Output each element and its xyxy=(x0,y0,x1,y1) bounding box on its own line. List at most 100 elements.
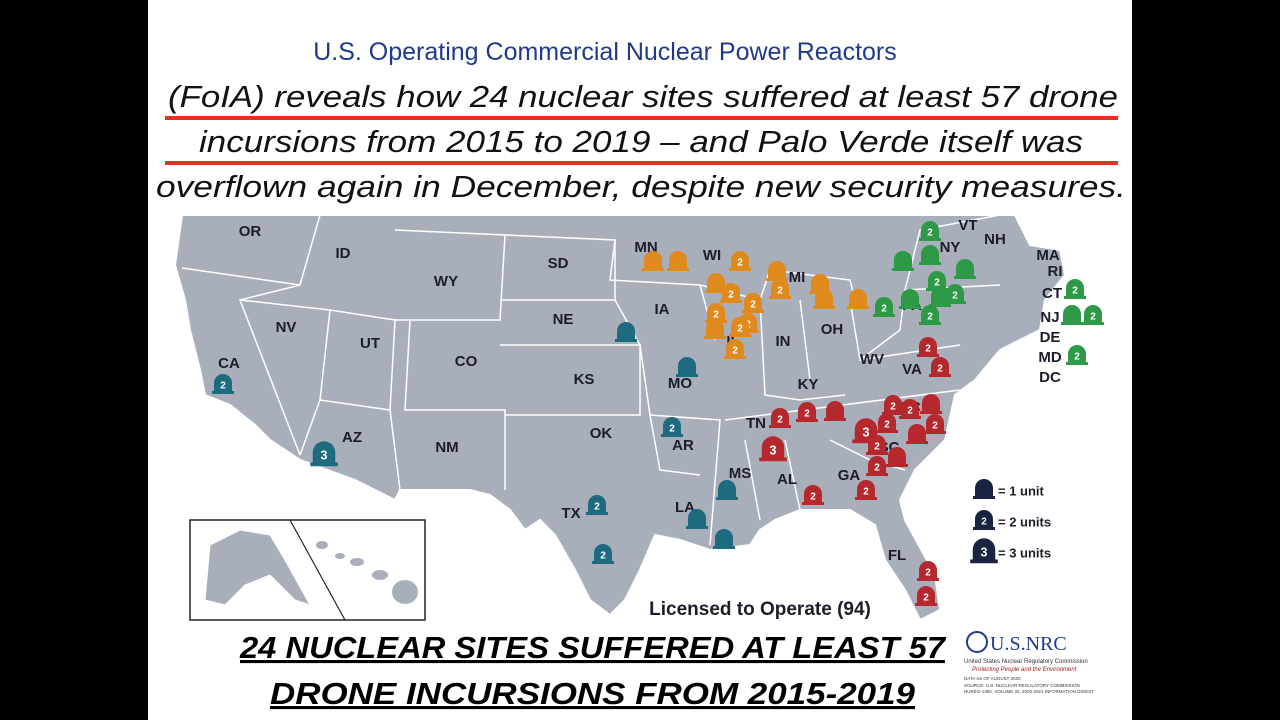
marker-units: 2 xyxy=(925,344,931,355)
marker-dome xyxy=(718,480,736,497)
logo-mark xyxy=(966,631,988,653)
marker-dome xyxy=(707,273,725,290)
marker-dome xyxy=(921,221,939,238)
state-label: WV xyxy=(860,351,884,368)
reactor-marker xyxy=(1061,305,1083,325)
legend-label: = 1 unit xyxy=(998,483,1045,498)
marker-base xyxy=(866,473,888,476)
reactor-marker xyxy=(929,287,951,307)
state-label: SD xyxy=(548,255,569,272)
marker-base xyxy=(769,296,791,299)
state-label: OK xyxy=(590,425,613,442)
marker-dome xyxy=(1084,305,1102,322)
licensed-count: Licensed to Operate (94) xyxy=(649,599,871,620)
marker-dome xyxy=(901,399,919,416)
marker-dome xyxy=(956,259,974,276)
state-label: NY xyxy=(940,239,961,256)
overlay-text: (FoIA) reveals how 24 nuclear sites suff… xyxy=(156,79,1126,204)
logo-name: U.S.NRC xyxy=(990,633,1067,655)
marker-dome xyxy=(975,479,993,496)
marker-units: 2 xyxy=(1090,312,1096,323)
marker-units: 2 xyxy=(810,492,816,503)
marker-dome xyxy=(922,394,940,411)
marker-base xyxy=(796,419,818,422)
reactor-marker: 3 xyxy=(852,418,880,444)
marker-dome xyxy=(928,271,946,288)
reactor-marker: 2 xyxy=(661,417,683,437)
reactor-marker: 2 xyxy=(1082,305,1104,325)
marker-units: 2 xyxy=(923,593,929,604)
state-label: ID xyxy=(336,245,351,262)
reactor-marker: 2 xyxy=(592,544,614,564)
reactor-marker: 2 xyxy=(586,495,608,515)
marker-base xyxy=(813,306,835,309)
marker-dome xyxy=(815,289,833,306)
reactor-marker: 2 xyxy=(742,293,764,313)
marker-units: 2 xyxy=(220,381,226,392)
marker-dome xyxy=(901,289,919,306)
reactor-marker: 2 xyxy=(855,480,877,500)
marker-units: 2 xyxy=(932,421,938,432)
marker-dome xyxy=(811,274,829,291)
state-label: KS xyxy=(574,371,595,388)
marker-units: 2 xyxy=(881,304,887,315)
marker-units: 2 xyxy=(884,420,890,431)
marker-base xyxy=(944,301,966,304)
reactor-marker: 2 xyxy=(866,435,888,455)
marker-units: 2 xyxy=(594,502,600,513)
marker-base xyxy=(852,439,880,444)
marker-base xyxy=(716,497,738,500)
state-label: MS xyxy=(729,465,752,482)
reactor-marker: 2 xyxy=(796,402,818,422)
marker-base xyxy=(729,334,751,337)
marker-base xyxy=(686,526,708,529)
marker-units: 2 xyxy=(874,442,880,453)
marker-base xyxy=(769,425,791,428)
marker-dome xyxy=(854,418,878,440)
reactor-marker: 2 xyxy=(944,284,966,304)
reactor-marker xyxy=(892,251,914,271)
marker-dome xyxy=(1068,345,1086,362)
marker-dome xyxy=(884,395,902,412)
marker-base xyxy=(855,497,877,500)
state-label: IA xyxy=(655,301,670,318)
marker-dome xyxy=(688,509,706,526)
marker-dome xyxy=(931,357,949,374)
state-label: IN xyxy=(776,333,791,350)
marker-base xyxy=(973,496,995,499)
reactor-marker: 2 xyxy=(929,357,951,377)
marker-dome xyxy=(888,447,906,464)
state-label: NM xyxy=(435,439,458,456)
marker-base xyxy=(586,512,608,515)
marker-base xyxy=(676,374,698,377)
marker-dome xyxy=(617,322,635,339)
slide-title: U.S. Operating Commercial Nuclear Power … xyxy=(313,38,897,66)
marker-dome xyxy=(875,297,893,314)
marker-units: 2 xyxy=(952,291,958,302)
logo-note: NUREG-1350, VOLUME 32, 2020-2021 INFORMA… xyxy=(964,689,1094,694)
state-label: KY xyxy=(798,376,819,393)
reactor-marker: 2 xyxy=(769,279,791,299)
state-label: CO xyxy=(455,353,478,370)
marker-base xyxy=(705,290,727,293)
marker-base xyxy=(713,546,735,549)
marker-dome xyxy=(644,251,662,268)
marker-base xyxy=(724,356,746,359)
reactor-marker xyxy=(642,251,664,271)
marker-base xyxy=(899,416,921,419)
legend-icon: 3 xyxy=(970,538,998,564)
marker-base xyxy=(924,431,946,434)
reactor-marker: 2 xyxy=(1064,279,1086,299)
state-label: AL xyxy=(777,471,797,488)
reactor-marker: 2 xyxy=(729,317,751,337)
marker-dome xyxy=(826,401,844,418)
reactor-marker xyxy=(667,251,689,271)
marker-units: 2 xyxy=(934,278,940,289)
reactor-marker xyxy=(886,447,908,467)
marker-base xyxy=(661,434,683,437)
reactor-marker xyxy=(705,273,727,293)
legend-label: = 2 units xyxy=(998,514,1051,529)
marker-dome xyxy=(707,303,725,320)
marker-base xyxy=(876,430,898,433)
